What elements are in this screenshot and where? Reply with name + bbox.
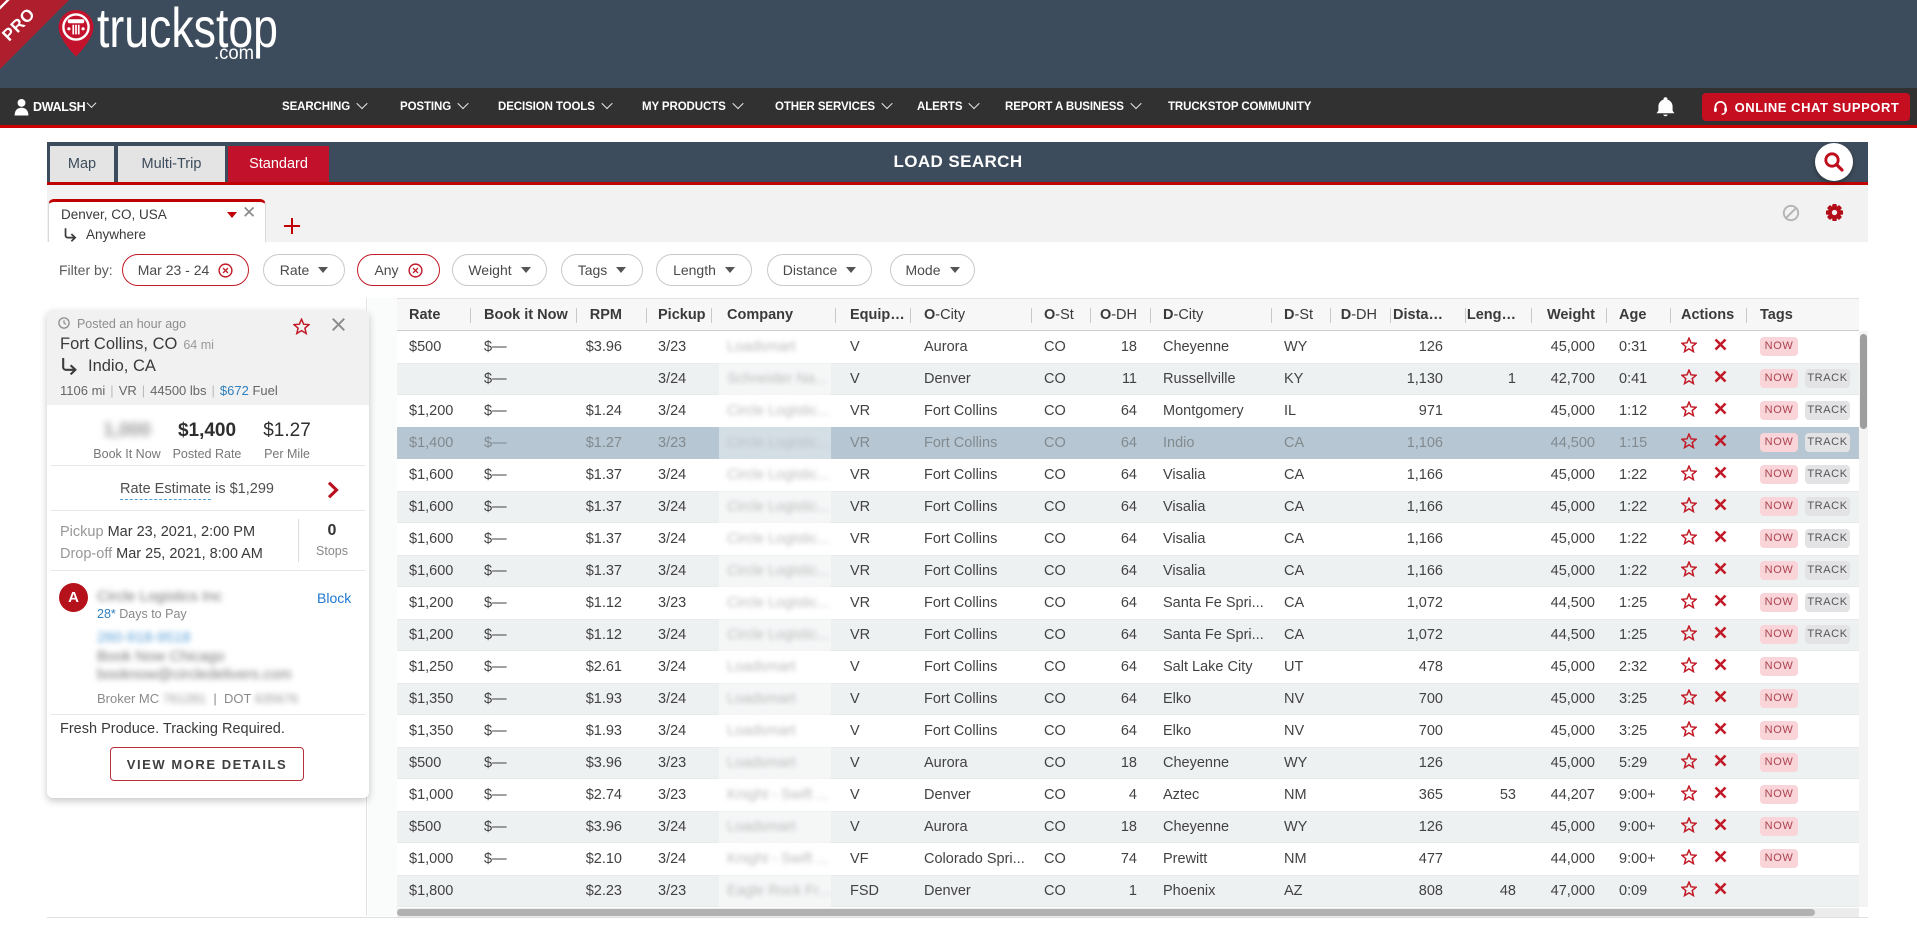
svg-text:truckstop: truckstop — [97, 1, 278, 59]
svg-text:.com: .com — [214, 43, 254, 63]
